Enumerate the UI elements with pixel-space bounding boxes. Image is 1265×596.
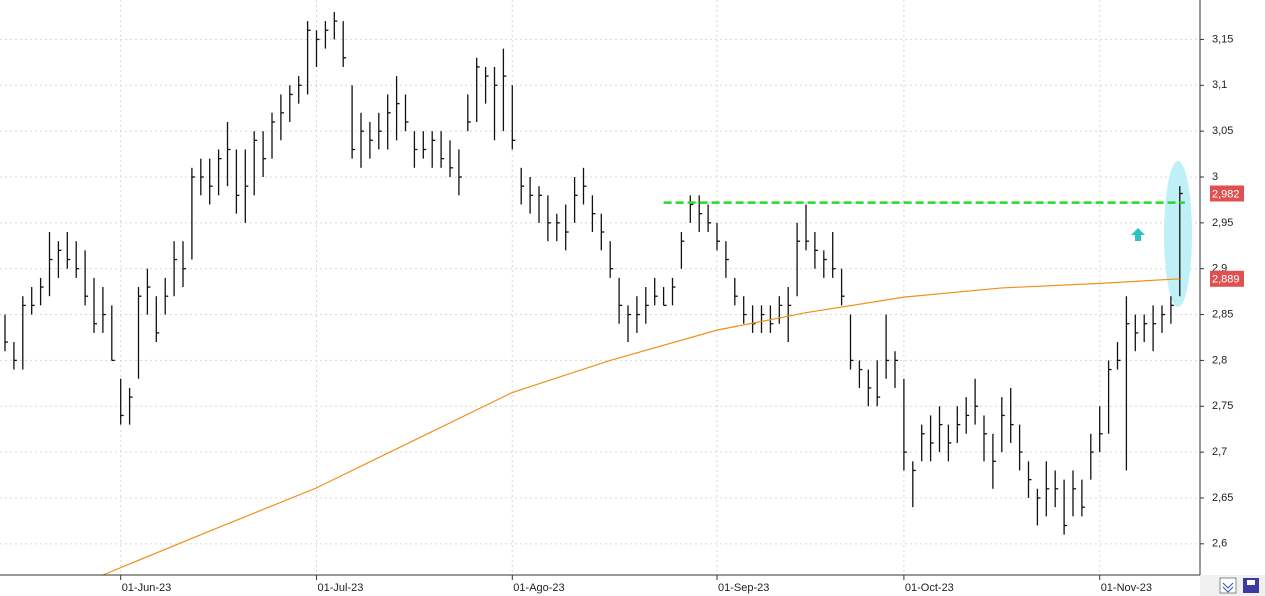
price-label: 2,982 (1212, 188, 1240, 200)
y-tick-label: 2,6 (1212, 538, 1227, 550)
up-arrow (1131, 228, 1145, 241)
save-icon (1247, 580, 1255, 585)
y-tick-label: 3 (1212, 171, 1218, 183)
x-tick-label: 01-Ago-23 (513, 582, 564, 594)
x-tick-label: 01-Jul-23 (318, 582, 364, 594)
y-tick-label: 2,75 (1212, 400, 1233, 412)
y-tick-label: 3,15 (1212, 33, 1233, 45)
x-tick-label: 01-Sep-23 (718, 582, 769, 594)
zoom-button[interactable] (1219, 577, 1237, 594)
zoom-icon (1222, 582, 1234, 593)
y-tick-label: 2,8 (1212, 354, 1227, 366)
marks (4, 11, 1185, 576)
y-tick-label: 2,7 (1212, 446, 1227, 458)
x-tick-label: 01-Nov-23 (1101, 582, 1152, 594)
moving-average (102, 278, 1180, 576)
price-label-box (1210, 270, 1244, 287)
y-tick-label: 2,85 (1212, 308, 1233, 320)
highlight-ellipse (1164, 161, 1192, 307)
y-tick-label: 2,95 (1212, 217, 1233, 229)
price-label-box (1210, 185, 1244, 202)
y-tick-label: 3,1 (1212, 79, 1227, 91)
x-tick-label: 01-Jun-23 (122, 582, 172, 594)
y-tick-label: 3,05 (1212, 125, 1233, 137)
x-tick-label: 01-Oct-23 (905, 582, 954, 594)
y-tick-label: 2,65 (1212, 492, 1233, 504)
price-label: 2,889 (1212, 274, 1240, 286)
